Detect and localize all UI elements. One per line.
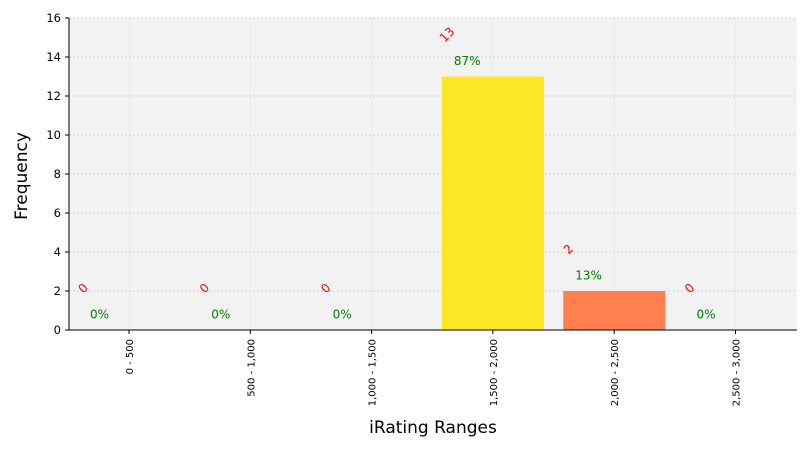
- x-tick-label: 1,500 - 2,000: [489, 339, 500, 406]
- y-tick-label: 4: [54, 245, 61, 259]
- percent-label: 0%: [697, 307, 716, 321]
- bars: [441, 76, 666, 330]
- y-tick-label: 14: [46, 50, 61, 64]
- y-tick-label: 2: [54, 284, 61, 298]
- y-tick-label: 16: [46, 11, 61, 25]
- y-axis-title: Frequency: [12, 132, 32, 220]
- x-axis-title: iRating Ranges: [369, 418, 497, 438]
- percent-label: 87%: [454, 54, 481, 68]
- y-tick-label: 0: [54, 323, 61, 337]
- y-tick-label: 6: [54, 206, 61, 220]
- percent-label: 13%: [575, 268, 602, 282]
- x-tick-label: 2,500 - 3,000: [732, 339, 743, 406]
- axes: 0 2 4 6 8 10 12 14 16 0 - 500 500 - 1,000 1,000 - 1…: [46, 11, 797, 406]
- percent-label: 0%: [90, 307, 109, 321]
- percent-label: 0%: [211, 307, 230, 321]
- x-tick-label: 0 - 500: [125, 339, 136, 374]
- x-tick-label: 1,000 - 1,500: [368, 339, 379, 406]
- x-tick-label: 500 - 1,000: [246, 339, 257, 397]
- y-tick-label: 12: [46, 89, 61, 103]
- bar: [441, 76, 544, 330]
- grid-lines: [69, 17, 797, 330]
- percent-label: 0%: [333, 307, 352, 321]
- bar: [563, 291, 666, 330]
- y-tick-label: 8: [54, 167, 61, 181]
- y-tick-label: 10: [46, 128, 61, 142]
- x-tick-label: 2,000 - 2,500: [610, 339, 621, 406]
